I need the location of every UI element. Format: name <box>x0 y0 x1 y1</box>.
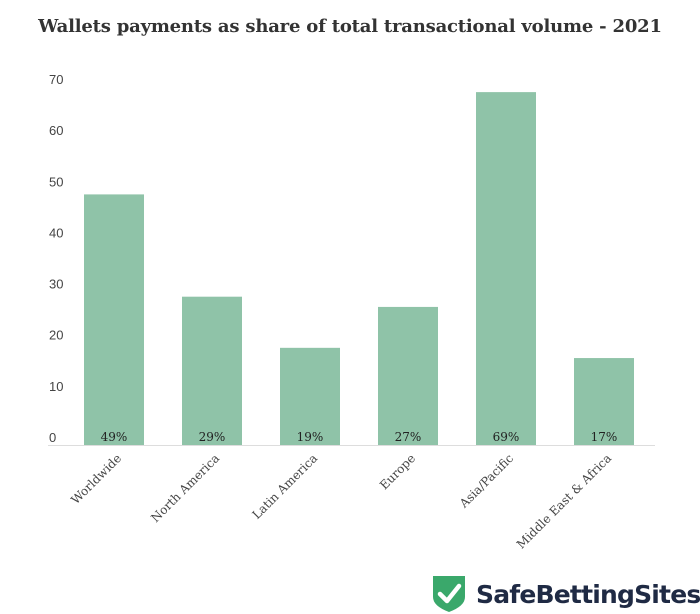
brand-name: SafeBettingSites <box>476 579 700 609</box>
data-label: 27% <box>395 430 422 444</box>
y-tick-label: 70 <box>49 72 63 87</box>
x-tick-label: Latin America <box>249 451 320 522</box>
chart-title: Wallets payments as share of total trans… <box>38 16 662 37</box>
data-label: 49% <box>101 430 128 444</box>
bar <box>574 358 634 445</box>
y-tick-label: 20 <box>49 328 63 343</box>
y-tick-label: 50 <box>49 174 63 189</box>
shield-check-icon <box>433 576 465 612</box>
data-label: 19% <box>297 430 324 444</box>
y-tick-label: 60 <box>49 123 63 138</box>
data-label: 17% <box>591 430 618 444</box>
x-tick-label: Europe <box>377 451 418 492</box>
y-tick-label: 0 <box>49 430 56 445</box>
y-tick-label: 40 <box>49 225 63 240</box>
x-tick-label: Asia/Pacific <box>456 451 516 511</box>
bar <box>280 347 340 445</box>
brand-logo: SafeBettingSites <box>432 575 700 613</box>
x-tick-label: North America <box>148 451 222 525</box>
data-label: 29% <box>199 430 226 444</box>
data-label: 69% <box>493 430 520 444</box>
bar <box>84 194 144 445</box>
bar <box>476 92 536 445</box>
x-tick-label: Middle East & Africa <box>514 451 614 551</box>
bar <box>182 296 242 445</box>
bar <box>378 306 438 445</box>
y-tick-label: 30 <box>49 277 63 292</box>
x-tick-label: Worldwide <box>68 451 124 507</box>
y-tick-label: 10 <box>49 379 63 394</box>
